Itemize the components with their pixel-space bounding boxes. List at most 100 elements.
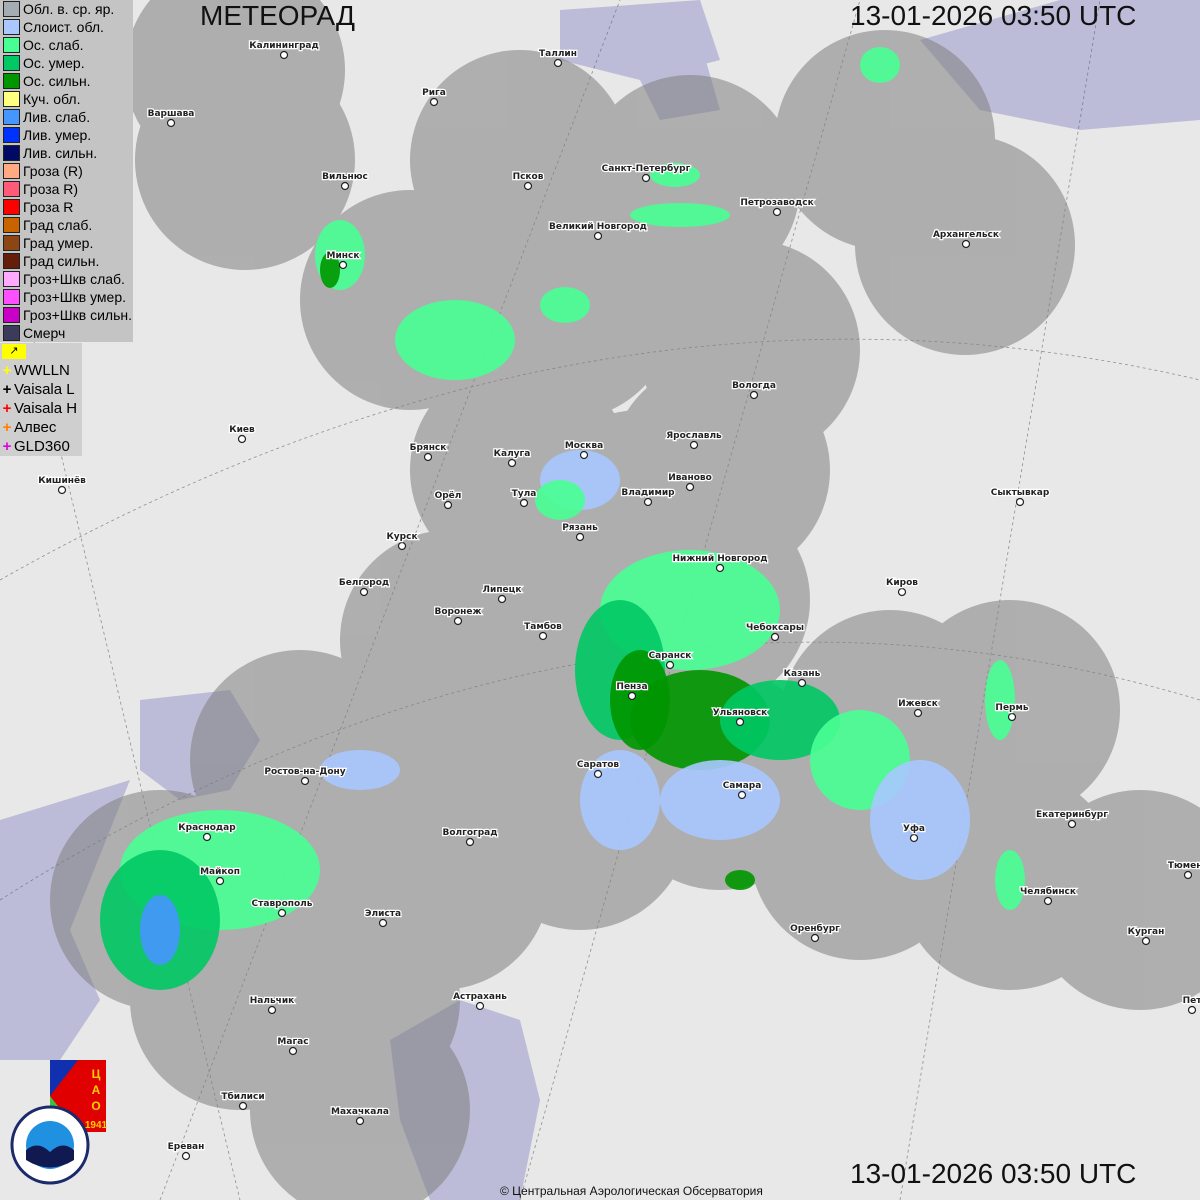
city-marker[interactable]: Иваново: [667, 472, 713, 492]
city-marker[interactable]: Рига: [421, 87, 447, 107]
radar-circle: [1030, 790, 1200, 1010]
city-marker[interactable]: Саранск: [647, 650, 693, 670]
city-marker[interactable]: Липецк: [481, 584, 523, 604]
city-marker[interactable]: Майкоп: [199, 866, 241, 886]
city-marker[interactable]: Белгород: [338, 577, 390, 597]
city-marker[interactable]: Ульяновск: [711, 707, 769, 727]
city-label: Курган: [1128, 927, 1165, 937]
city-label: Москва: [565, 441, 603, 451]
city-marker[interactable]: Архангельск: [932, 229, 1000, 249]
city-marker[interactable]: Челябинск: [1019, 885, 1077, 906]
city-label: Самара: [723, 781, 762, 791]
city-marker[interactable]: Элиста: [364, 908, 402, 928]
city-marker[interactable]: Пет: [1181, 995, 1200, 1015]
city-marker[interactable]: Великий Новгород: [548, 221, 648, 241]
precipitation-area: [610, 650, 670, 750]
legend-swatch: [3, 325, 20, 341]
city-marker[interactable]: Тюмень: [1167, 860, 1200, 880]
legend-item: Лив. сильн.: [0, 144, 133, 162]
city-marker[interactable]: Воронеж: [433, 606, 483, 626]
city-marker[interactable]: Чебоксары: [745, 621, 805, 642]
city-label: Тбилиси: [221, 1091, 264, 1102]
city-marker[interactable]: Ставрополь: [250, 898, 314, 918]
city-label: Рязань: [562, 523, 598, 533]
city-marker[interactable]: Махачкала: [330, 1106, 390, 1126]
city-marker[interactable]: Ростов-на-Дону: [263, 766, 347, 786]
city-marker[interactable]: Тбилиси: [220, 1090, 266, 1111]
city-marker[interactable]: Уфа: [902, 823, 926, 843]
radar-circle: [330, 770, 550, 990]
city-marker[interactable]: Волгоград: [441, 827, 499, 847]
city-dot-icon: [338, 260, 348, 270]
city-marker[interactable]: Владимир: [620, 487, 676, 507]
city-marker[interactable]: Рязань: [561, 522, 599, 542]
city-marker[interactable]: Нальчик: [249, 995, 295, 1015]
app-title: МЕТЕОРАД: [200, 0, 355, 31]
city-marker[interactable]: Пенза: [615, 681, 649, 701]
city-dot-icon: [378, 918, 388, 928]
city-marker[interactable]: Магас: [276, 1036, 310, 1056]
legend-swatch: [3, 163, 20, 179]
precipitation-area: [995, 850, 1025, 910]
lightning-item[interactable]: + GLD360: [0, 437, 82, 456]
lightning-cross-icon: +: [2, 381, 12, 398]
city-marker[interactable]: Киров: [885, 577, 920, 597]
cities: Калининград Таллин Рига Варшава Санкт-Петерб…: [37, 40, 1200, 1161]
city-marker[interactable]: Варшава: [146, 108, 196, 128]
city-marker[interactable]: Сыктывкар: [989, 487, 1051, 507]
city-marker[interactable]: Кишинёв: [37, 475, 87, 495]
legend-label: Гроза (R): [23, 163, 83, 179]
legend-label: Слоист. обл.: [23, 19, 104, 35]
city-marker[interactable]: Петрозаводск: [739, 197, 815, 217]
city-marker[interactable]: Саратов: [576, 759, 621, 779]
flag-corner-icon[interactable]: ↗: [2, 344, 26, 359]
lightning-label: Vaisala H: [14, 400, 78, 417]
city-dot-icon: [453, 616, 463, 626]
city-marker[interactable]: Краснодар: [177, 822, 237, 842]
city-marker[interactable]: Москва: [564, 440, 604, 460]
city-label: Магас: [277, 1037, 308, 1047]
lightning-item[interactable]: + Vaisala H: [0, 399, 82, 418]
city-marker[interactable]: Калининград: [248, 40, 320, 60]
city-marker[interactable]: Вологда: [731, 380, 777, 400]
precipitation-area: [630, 203, 730, 227]
lightning-item[interactable]: + WWLLN: [0, 361, 82, 380]
city-label: Ярославль: [666, 431, 722, 441]
city-dot-icon: [797, 678, 807, 688]
city-marker[interactable]: Орёл: [433, 490, 463, 510]
city-marker[interactable]: Казань: [782, 668, 822, 688]
city-marker[interactable]: Ярославль: [665, 430, 723, 450]
city-marker[interactable]: Курск: [385, 531, 419, 551]
legend-label: Обл. в. ср. яр.: [23, 1, 115, 17]
city-marker[interactable]: Тула: [510, 488, 538, 508]
city-marker[interactable]: Астрахань: [452, 991, 508, 1011]
lightning-item[interactable]: + Алвес: [0, 418, 82, 437]
legend-item: Лив. слаб.: [0, 108, 133, 126]
lightning-item[interactable]: + Vaisala L: [0, 380, 82, 399]
city-marker[interactable]: Оренбург: [789, 922, 841, 943]
city-marker[interactable]: Минск: [325, 250, 361, 270]
legend-swatch: [3, 199, 20, 215]
city-marker[interactable]: Таллин: [538, 48, 578, 68]
city-marker[interactable]: Екатеринбург: [1035, 808, 1109, 829]
city-dot-icon: [181, 1151, 191, 1161]
city-marker[interactable]: Пермь: [994, 702, 1030, 722]
city-marker[interactable]: Нижний Новгород: [671, 553, 769, 573]
city-marker[interactable]: Тамбов: [523, 620, 563, 641]
city-marker[interactable]: Киев: [228, 424, 256, 444]
city-marker[interactable]: Вильнюс: [321, 171, 369, 191]
precipitation-area: [985, 660, 1015, 740]
city-dot-icon: [497, 594, 507, 604]
city-marker[interactable]: Курган: [1126, 926, 1166, 946]
city-marker[interactable]: Брянск: [408, 442, 448, 462]
city-dot-icon: [238, 1101, 248, 1111]
city-marker[interactable]: Ижевск: [897, 698, 939, 718]
city-marker[interactable]: Санкт-Петербург: [600, 162, 692, 183]
city-marker[interactable]: Самара: [721, 780, 763, 800]
city-dot-icon: [1007, 712, 1017, 722]
precipitation-area: [860, 47, 900, 83]
city-marker[interactable]: Псков: [511, 171, 545, 191]
city-marker[interactable]: Ереван: [166, 1141, 206, 1161]
city-marker[interactable]: Калуга: [492, 448, 532, 468]
